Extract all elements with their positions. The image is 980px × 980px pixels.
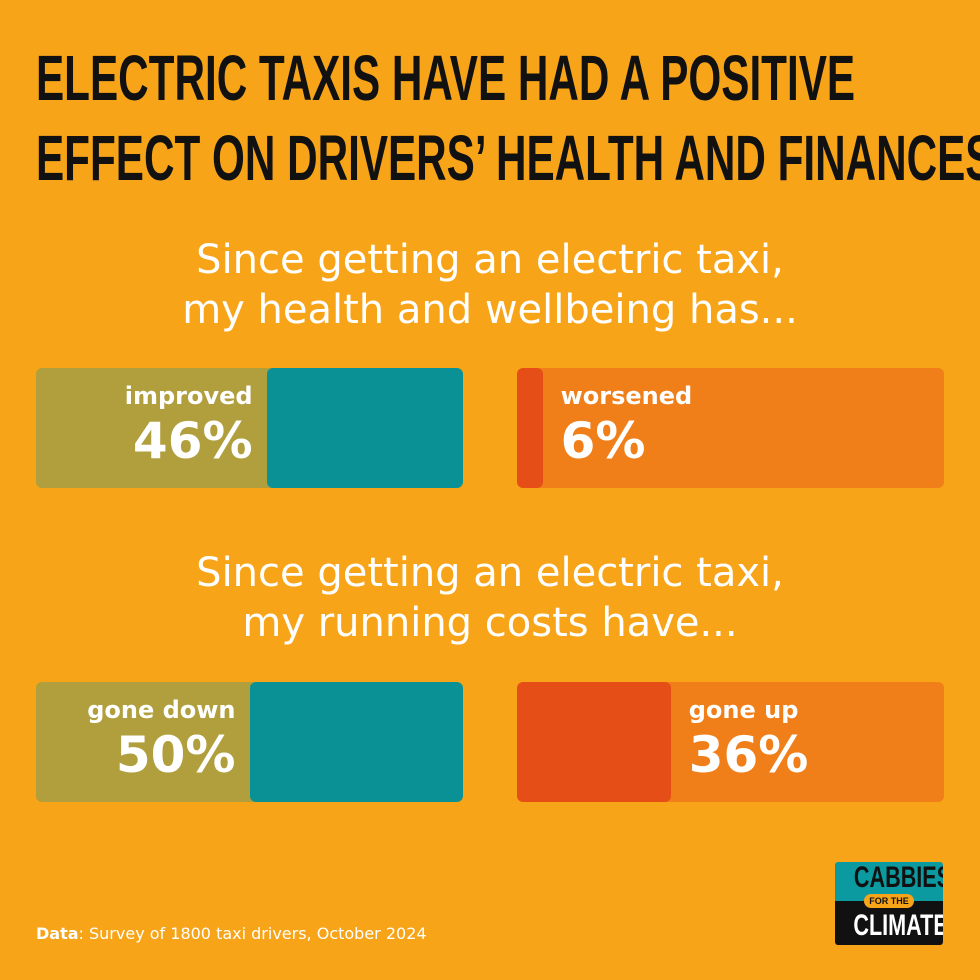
question-line: Since getting an electric taxi, (196, 550, 784, 596)
bar-fill (517, 682, 671, 802)
value-label: 50% (115, 726, 236, 784)
category-label: worsened (560, 382, 693, 410)
bar-worsened: worsened 6% (517, 368, 944, 488)
bar-label: worsened 6% (561, 380, 693, 470)
footer-text: : Survey of 1800 taxi drivers, October 2… (78, 924, 427, 943)
bar-label: gone up 36% (689, 694, 809, 784)
title-line-1: ELECTRIC TAXIS HAVE HAD A POSITIVE (36, 42, 856, 114)
bar-fill (249, 682, 463, 802)
question-line: my running costs have... (242, 600, 738, 646)
logo-mid: FOR THE (864, 894, 914, 908)
bar-gone-up: gone up 36% (517, 682, 944, 802)
bar-gone-down: gone down 50% (36, 682, 463, 802)
bar-label: improved 46% (125, 380, 253, 470)
value-label: 46% (132, 412, 253, 470)
chart-title: ELECTRIC TAXIS HAVE HAD A POSITIVE EFFEC… (36, 38, 980, 198)
data-source-note: Data: Survey of 1800 taxi drivers, Octob… (36, 924, 427, 943)
footer-bold: Data (36, 924, 79, 943)
logo-top: CABBIES (853, 862, 943, 894)
category-label: gone down (87, 696, 236, 724)
value-label: 6% (560, 412, 646, 470)
category-label: gone up (688, 696, 799, 724)
value-label: 36% (688, 726, 809, 784)
question-line: Since getting an electric taxi, (196, 237, 784, 283)
cabbies-for-the-climate-logo: CABBIES FOR THE CLIMATE (835, 862, 943, 945)
title-line-2: EFFECT ON DRIVERS’ HEALTH AND FINANCES (36, 122, 980, 194)
category-label: improved (124, 382, 253, 410)
question-costs: Since getting an electric taxi, my runni… (0, 548, 980, 648)
logo-bottom: CLIMATE (853, 909, 943, 942)
bar-label: gone down 50% (87, 694, 235, 784)
question-health: Since getting an electric taxi, my healt… (0, 235, 980, 335)
bar-improved: improved 46% (36, 368, 463, 488)
bar-fill (517, 368, 543, 488)
question-line: my health and wellbeing has... (182, 287, 798, 333)
bar-fill (266, 368, 463, 488)
